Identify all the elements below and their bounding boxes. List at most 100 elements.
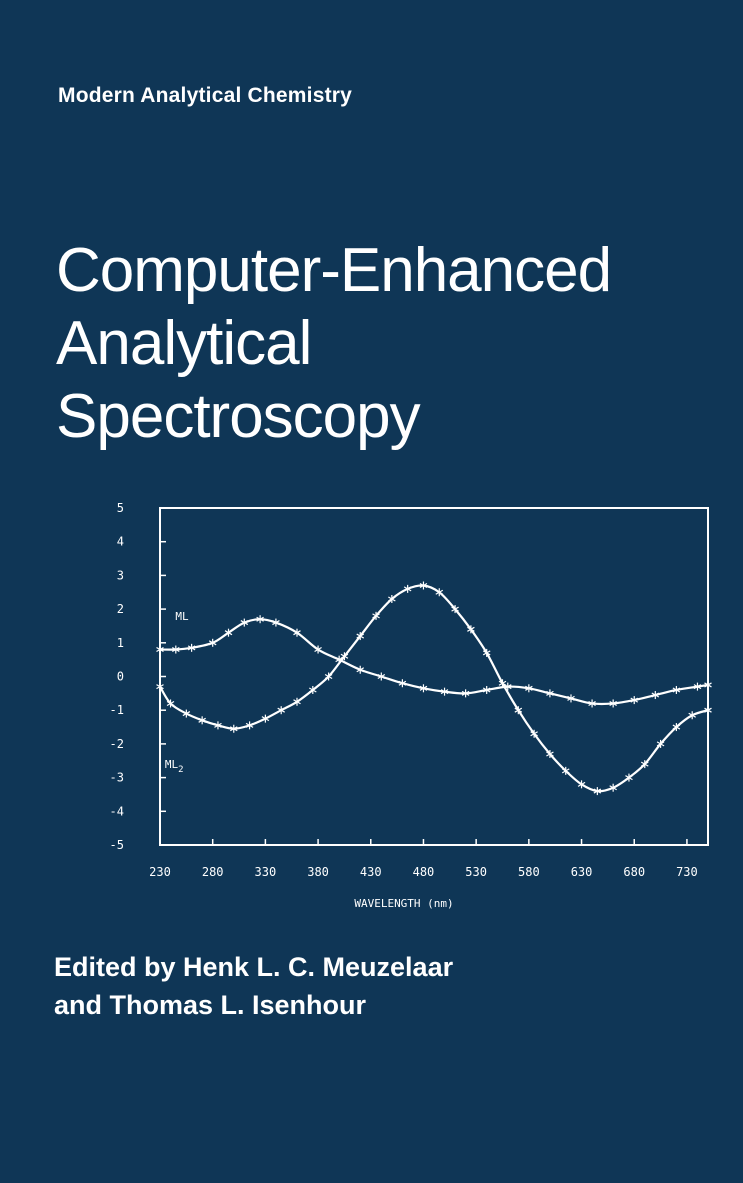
data-point-marker xyxy=(372,611,380,620)
series-line-1 xyxy=(159,618,709,706)
data-point-marker xyxy=(277,706,285,715)
data-point-marker xyxy=(156,645,164,654)
series-title: Modern Analytical Chemistry xyxy=(58,84,353,107)
data-point-marker xyxy=(461,689,470,698)
plot-frame xyxy=(159,507,709,846)
data-point-marker xyxy=(656,739,665,748)
series-line-2 xyxy=(159,584,709,793)
data-point-marker xyxy=(214,721,222,730)
y-tick-label: -1 xyxy=(110,703,124,717)
y-tick-label: 0 xyxy=(117,670,124,684)
data-point-marker xyxy=(482,685,491,694)
x-tick-label: 430 xyxy=(360,865,382,879)
y-tick-label: 1 xyxy=(117,636,124,650)
data-point-marker xyxy=(388,594,396,603)
data-point-marker xyxy=(498,679,507,688)
y-tick-label: -3 xyxy=(110,771,124,785)
data-point-marker xyxy=(451,605,459,614)
editors-line-1: Edited by Henk L. C. Meuzelaar xyxy=(54,952,454,982)
data-point-marker xyxy=(377,672,386,681)
x-tick-label: 630 xyxy=(571,865,593,879)
data-point-marker xyxy=(229,724,238,733)
book-title: Computer-Enhanced Analytical Spectroscop… xyxy=(56,234,612,453)
book-title-line-3: Spectroscopy xyxy=(56,382,421,451)
data-point-marker xyxy=(704,680,712,689)
data-point-marker xyxy=(588,699,596,708)
x-tick-label: 280 xyxy=(202,865,224,879)
x-axis-title: WAVELENGTH (nm) xyxy=(354,897,453,910)
data-point-marker xyxy=(172,645,180,654)
data-point-marker xyxy=(293,697,301,706)
data-point-marker xyxy=(435,588,444,597)
data-point-marker xyxy=(546,689,554,698)
data-point-marker xyxy=(208,638,217,647)
editors-line-2: and Thomas L. Isenhour xyxy=(54,990,367,1020)
x-tick-label: 580 xyxy=(518,865,540,879)
data-point-marker xyxy=(272,618,280,627)
data-point-marker xyxy=(609,783,617,792)
data-point-marker xyxy=(324,672,333,681)
series-label-2: ML2 xyxy=(165,758,184,775)
x-tick-label: 680 xyxy=(623,865,645,879)
data-point-marker xyxy=(625,773,633,782)
x-tick-label: 530 xyxy=(465,865,487,879)
y-tick-label: 3 xyxy=(117,568,124,582)
data-point-marker xyxy=(356,632,365,641)
data-point-marker xyxy=(546,750,554,759)
data-point-marker xyxy=(561,766,570,775)
data-point-marker xyxy=(440,687,449,696)
data-point-marker xyxy=(630,696,639,705)
data-point-marker xyxy=(525,684,533,693)
data-point-marker xyxy=(198,716,206,725)
data-point-marker xyxy=(514,706,523,715)
y-tick-label: 2 xyxy=(117,602,124,616)
data-point-marker xyxy=(672,723,681,732)
cd-spectrum-chart: 230 280 330 380 430 480 530 580 630 680 730 5 4 3 2 1 0 -… xyxy=(110,501,712,910)
x-tick-label: 730 xyxy=(676,865,698,879)
data-point-marker xyxy=(293,628,301,637)
data-point-marker xyxy=(482,648,491,657)
data-point-marker xyxy=(693,682,702,691)
data-point-marker xyxy=(314,645,322,654)
x-tick-label: 230 xyxy=(149,865,171,879)
data-point-marker xyxy=(609,699,617,708)
x-tick-label: 480 xyxy=(413,865,435,879)
data-point-marker xyxy=(224,628,233,637)
y-tick-label: -5 xyxy=(110,838,124,852)
data-point-marker xyxy=(156,682,164,691)
data-point-marker xyxy=(530,729,538,738)
data-point-marker xyxy=(419,684,428,693)
data-point-marker xyxy=(467,625,475,634)
data-point-marker xyxy=(182,709,191,718)
data-point-marker xyxy=(704,706,712,715)
data-point-marker xyxy=(419,581,428,590)
data-point-marker xyxy=(577,780,586,789)
series-label-1: ML xyxy=(175,610,189,623)
x-tick-label: 330 xyxy=(255,865,277,879)
data-point-marker xyxy=(398,679,407,688)
editors: Edited by Henk L. C. Meuzelaar and Thoma… xyxy=(54,948,453,1024)
data-point-marker xyxy=(256,615,264,624)
data-point-marker xyxy=(688,711,696,720)
y-tick-label: -4 xyxy=(110,804,124,818)
y-tick-label: -2 xyxy=(110,737,124,751)
data-point-marker xyxy=(166,699,175,708)
data-point-marker xyxy=(640,760,649,769)
data-point-marker xyxy=(187,643,196,652)
data-point-marker xyxy=(672,685,681,694)
book-title-line-1: Computer-Enhanced xyxy=(56,236,612,305)
y-tick-label: 4 xyxy=(117,535,124,549)
data-point-marker xyxy=(245,721,254,730)
data-point-marker xyxy=(356,665,365,674)
x-tick-label: 380 xyxy=(307,865,329,879)
data-point-marker xyxy=(309,685,317,694)
data-point-marker xyxy=(651,691,660,700)
data-point-marker xyxy=(593,787,602,796)
data-point-marker xyxy=(240,618,249,627)
data-point-marker xyxy=(261,714,270,723)
data-point-marker xyxy=(567,694,575,703)
data-point-marker xyxy=(340,652,349,661)
book-title-line-2: Analytical xyxy=(56,309,312,378)
y-tick-label: 5 xyxy=(117,501,124,515)
data-point-marker xyxy=(403,584,412,593)
